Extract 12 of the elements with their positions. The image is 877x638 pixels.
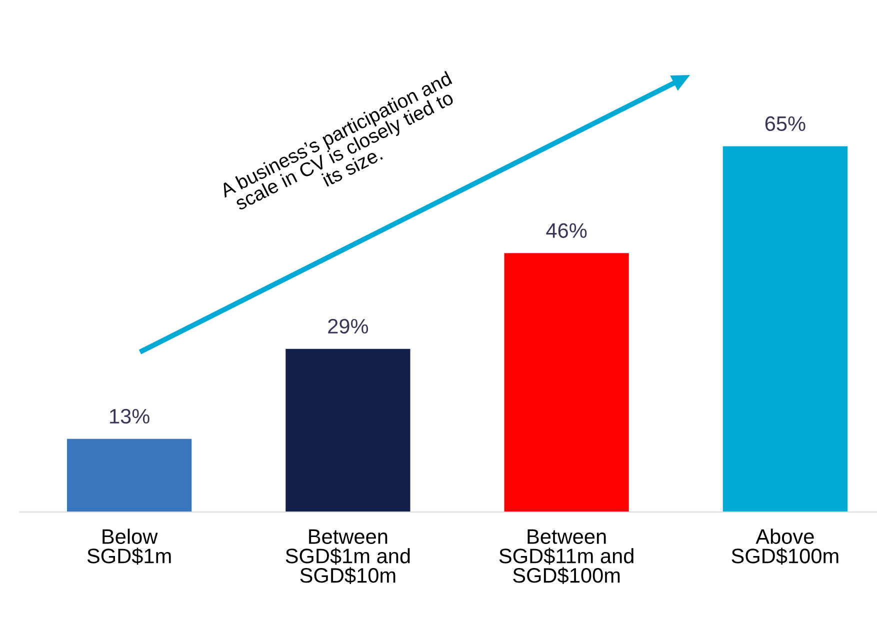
data-label: 13%: [110, 408, 150, 424]
bar: [286, 348, 410, 512]
bar: [504, 253, 629, 512]
x-tick-label: Above SGD$100m: [732, 528, 838, 565]
x-tick-label: Below SGD$1m: [87, 528, 171, 565]
bar: [67, 438, 192, 512]
x-tick-label: Between SGD$1m and SGD$10m: [286, 529, 410, 584]
data-label: 65%: [765, 116, 806, 132]
data-label: 46%: [546, 223, 587, 238]
bar: [722, 146, 848, 512]
data-label: 29%: [328, 318, 368, 334]
x-tick-label: Between SGD$11m and SGD$100m: [499, 529, 634, 584]
